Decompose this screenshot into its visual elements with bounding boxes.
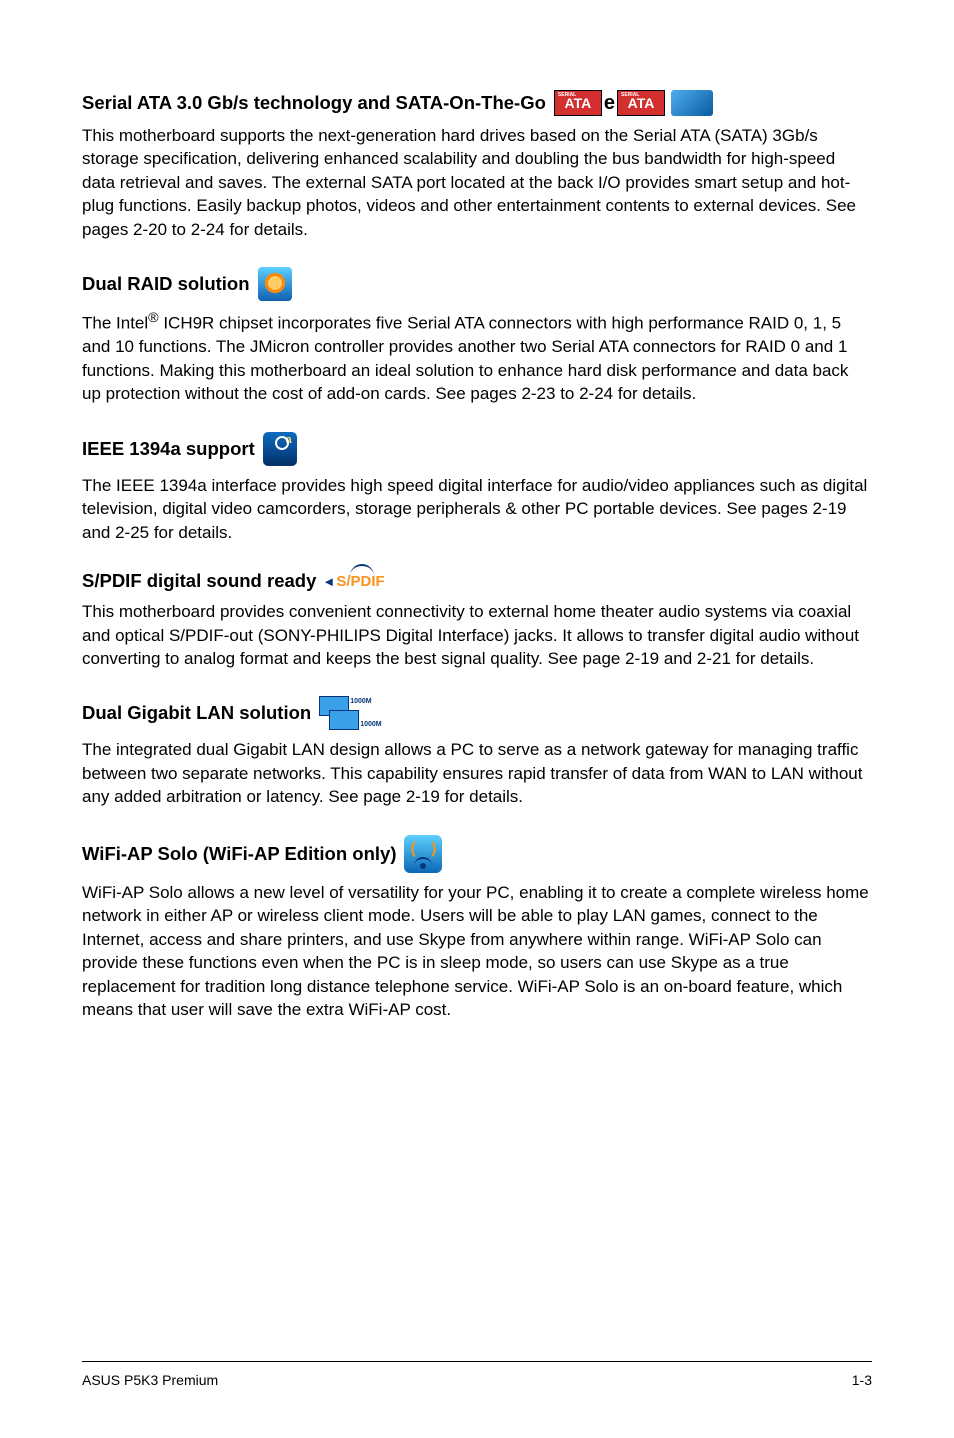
body-lan: The integrated dual Gigabit LAN design a…	[82, 738, 872, 808]
section-wifi: WiFi-AP Solo (WiFi-AP Edition only) ( ) …	[82, 835, 872, 1022]
registered-mark: ®	[148, 310, 158, 326]
heading-lan: Dual Gigabit LAN solution	[82, 702, 311, 724]
e-char-icon: e	[604, 92, 615, 115]
ata-label-2: ATA	[628, 95, 655, 111]
heading-ieee: IEEE 1394a support	[82, 438, 255, 460]
ieee-icon	[263, 432, 297, 466]
body-wifi: WiFi-AP Solo allows a new level of versa…	[82, 881, 872, 1022]
heading-wifi: WiFi-AP Solo (WiFi-AP Edition only)	[82, 843, 396, 865]
section-spdif: S/PDIF digital sound ready S/PDIF This m…	[82, 570, 872, 670]
heading-row-spdif: S/PDIF digital sound ready S/PDIF	[82, 570, 872, 592]
footer-right: 1-3	[852, 1372, 872, 1388]
heading-raid: Dual RAID solution	[82, 273, 250, 295]
section-ieee: IEEE 1394a support The IEEE 1394a interf…	[82, 432, 872, 544]
page-footer: ASUS P5K3 Premium 1-3	[82, 1361, 872, 1388]
heading-row-sata: Serial ATA 3.0 Gb/s technology and SATA-…	[82, 90, 872, 116]
section-lan: Dual Gigabit LAN solution 1000M 1000M Th…	[82, 696, 872, 808]
section-raid: Dual RAID solution The Intel® ICH9R chip…	[82, 267, 872, 405]
ata-label-1: ATA	[565, 95, 592, 111]
lan-speed-2: 1000M	[360, 721, 381, 728]
body-sata: This motherboard supports the next-gener…	[82, 124, 872, 241]
body-ieee: The IEEE 1394a interface provides high s…	[82, 474, 872, 544]
heading-row-lan: Dual Gigabit LAN solution 1000M 1000M	[82, 696, 872, 730]
body-raid: The Intel® ICH9R chipset incorporates fi…	[82, 309, 872, 405]
section-sata: Serial ATA 3.0 Gb/s technology and SATA-…	[82, 90, 872, 241]
heading-sata: Serial ATA 3.0 Gb/s technology and SATA-…	[82, 92, 546, 114]
body-spdif: This motherboard provides convenient con…	[82, 600, 872, 670]
body-raid-prefix: The Intel	[82, 314, 148, 333]
lan-speed-1: 1000M	[350, 698, 371, 705]
heading-row-wifi: WiFi-AP Solo (WiFi-AP Edition only) ( )	[82, 835, 872, 873]
ata-icon-2: ATA	[617, 90, 665, 116]
heading-row-ieee: IEEE 1394a support	[82, 432, 872, 466]
drive-icon	[671, 90, 713, 116]
spdif-icon: S/PDIF	[324, 573, 384, 590]
heading-row-raid: Dual RAID solution	[82, 267, 872, 301]
wifi-icon: ( )	[404, 835, 442, 873]
ata-icon: ATA	[554, 90, 602, 116]
footer-left: ASUS P5K3 Premium	[82, 1372, 218, 1388]
body-raid-suffix: ICH9R chipset incorporates five Serial A…	[82, 314, 848, 403]
raid-icon	[258, 267, 292, 301]
lan-icon: 1000M 1000M	[319, 696, 369, 730]
heading-spdif: S/PDIF digital sound ready	[82, 570, 316, 592]
